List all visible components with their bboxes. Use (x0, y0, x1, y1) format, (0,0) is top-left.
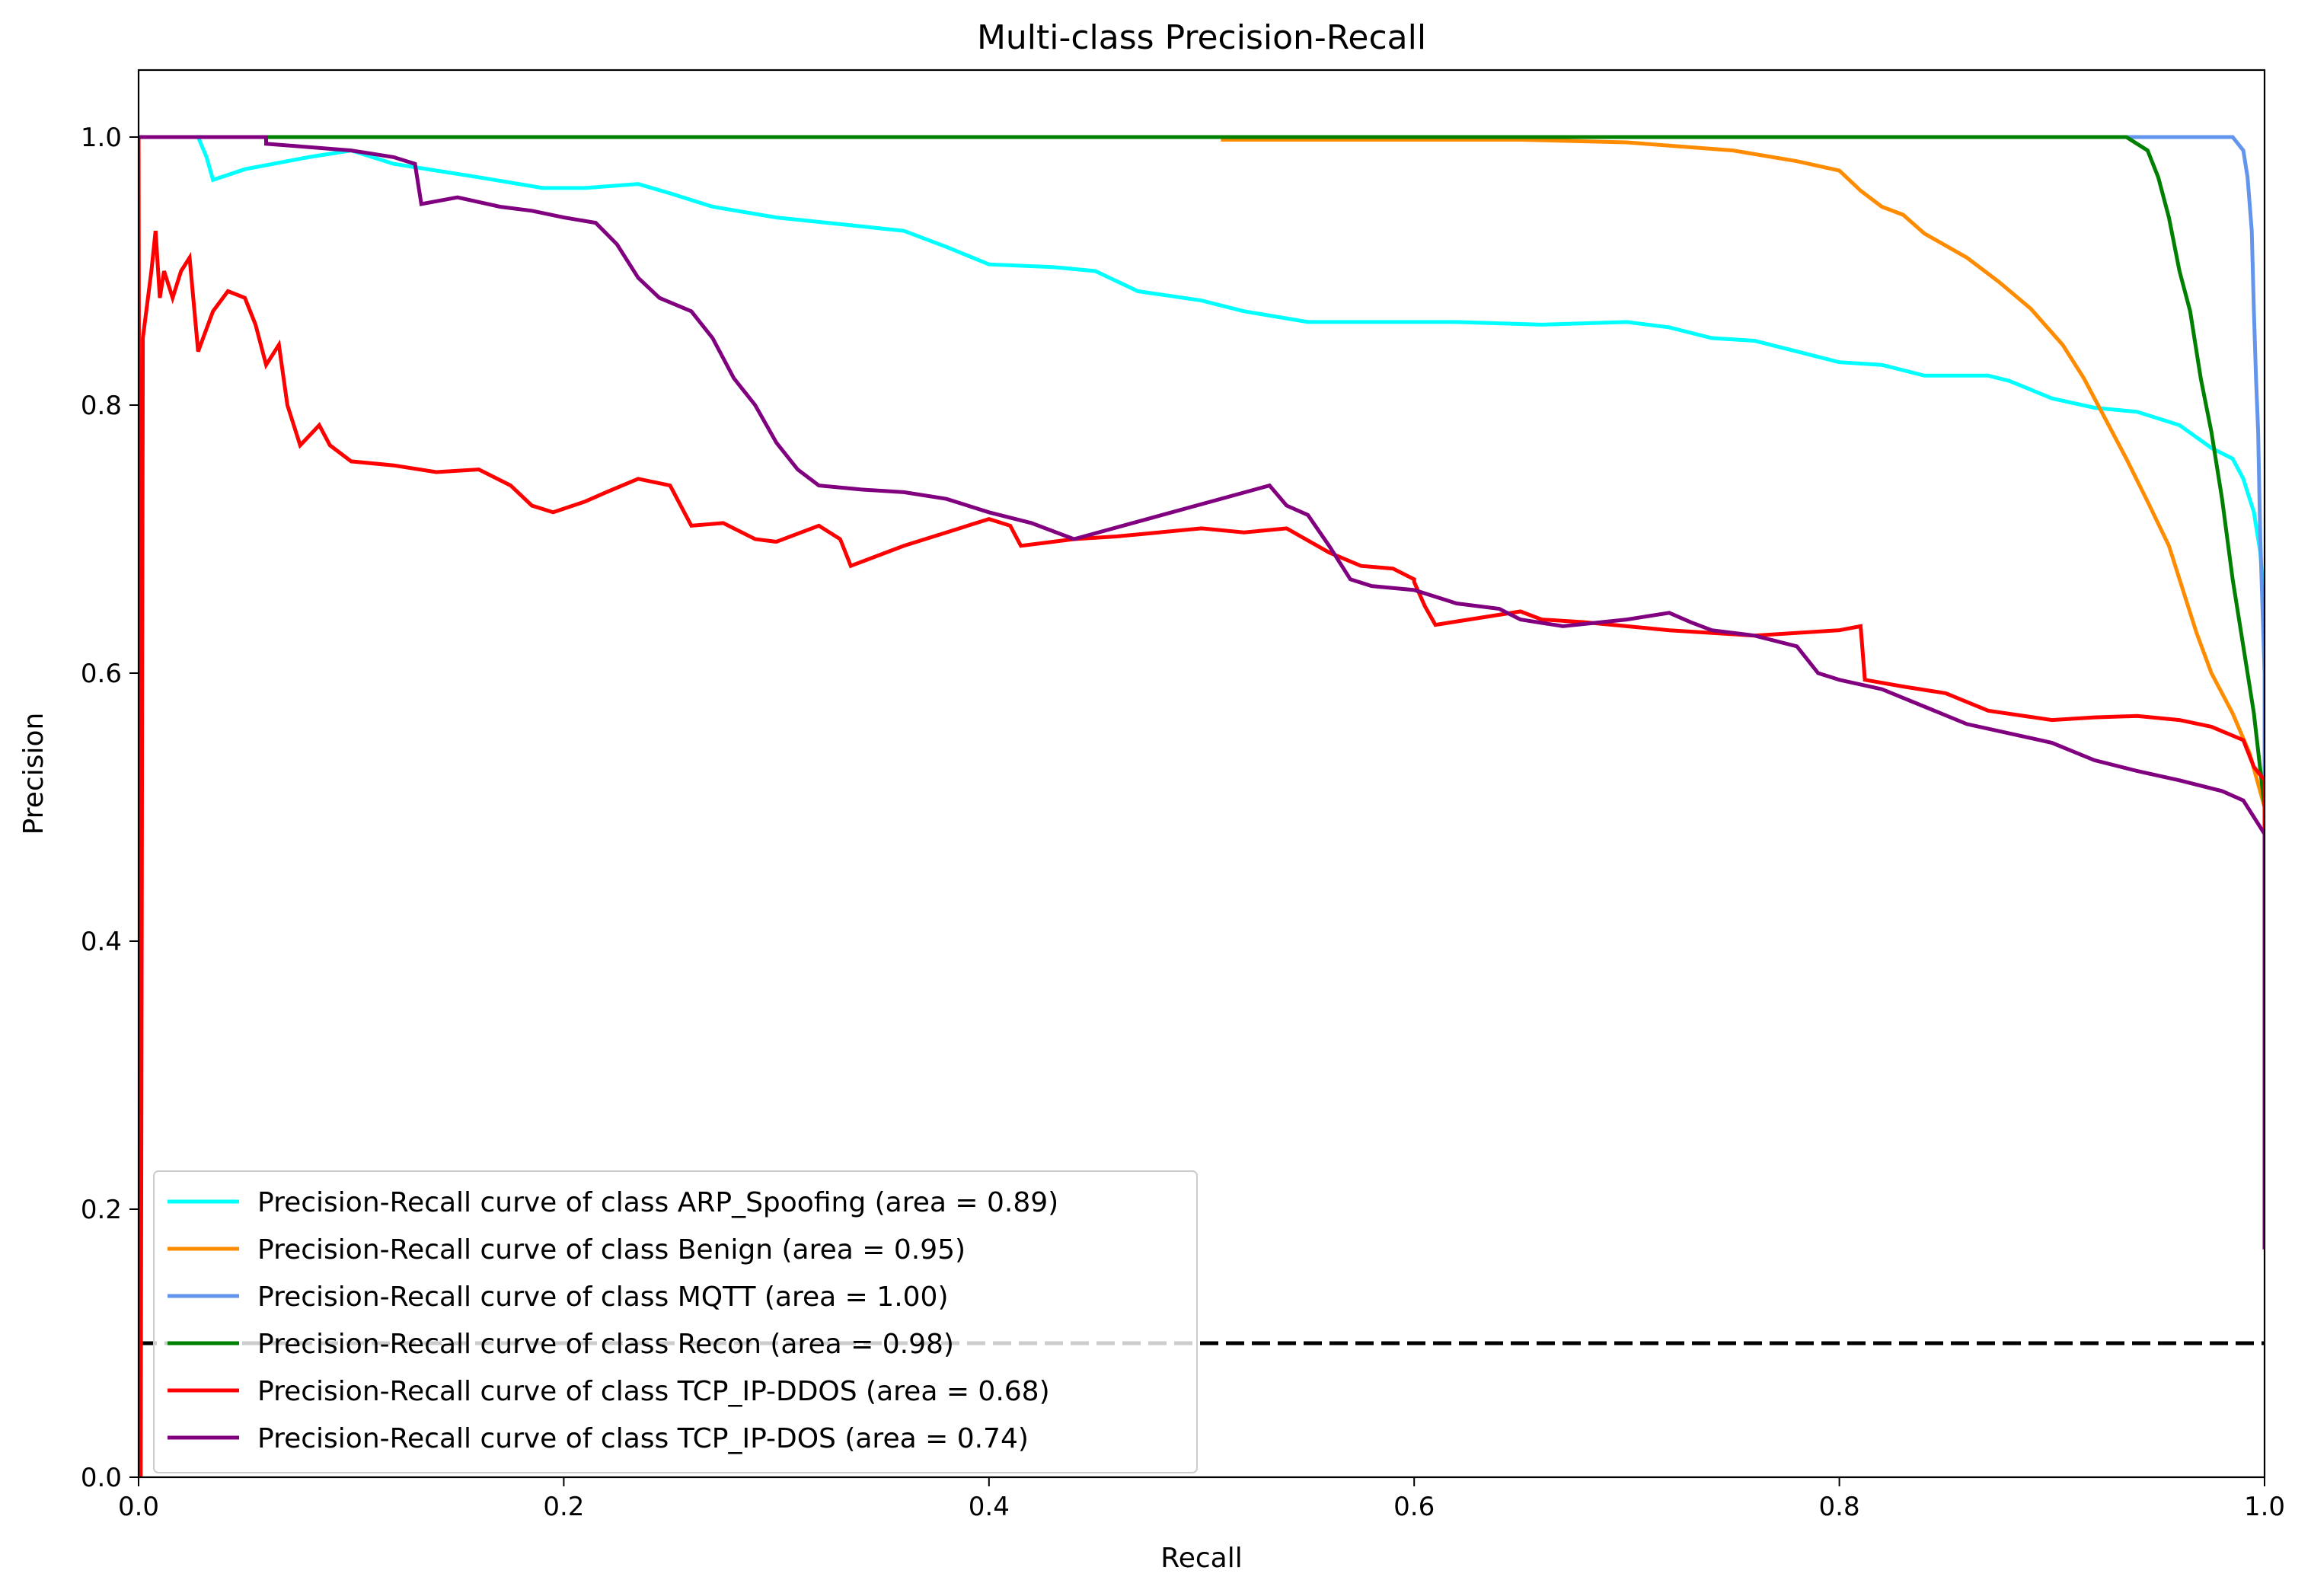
series-line-5 (139, 136, 2265, 1477)
x-tick-label: 0.6 (1393, 1492, 1435, 1522)
x-tick-label: 0.0 (118, 1492, 159, 1522)
series-line-3 (139, 135, 2265, 1209)
x-axis-label: Recall (1160, 1543, 1242, 1574)
series-line-4 (139, 135, 2265, 1209)
legend-entry: Precision-Recall curve of class MQTT (ar… (257, 1282, 949, 1313)
y-tick-label: 0.8 (81, 391, 122, 421)
legend-entry: Precision-Recall curve of class ARP_Spoo… (257, 1187, 1058, 1218)
series-line-1 (139, 135, 2265, 1209)
legend: Precision-Recall curve of class ARP_Spoo… (153, 1170, 1198, 1473)
y-tick-label: 0.0 (81, 1463, 122, 1493)
axes-frame (137, 69, 2266, 1479)
legend-entry: Precision-Recall curve of class Recon (a… (257, 1329, 954, 1360)
x-tick-label: 0.8 (1819, 1492, 1860, 1522)
y-tick-label: 0.6 (81, 659, 122, 689)
chart-title: Multi-class Precision-Recall (977, 18, 1426, 57)
x-tick-label: 0.2 (543, 1492, 584, 1522)
axis-ticks: 0.0 0.2 0.4 0.6 0.8 1.0 0.0 0.2 0.4 0.6 0.8 1.0 (81, 123, 2285, 1522)
y-tick-label: 1.0 (81, 123, 122, 153)
y-tick-label: 0.4 (81, 927, 122, 957)
y-axis-label: Precision (18, 713, 49, 835)
series-line-6 (139, 135, 2265, 1250)
legend-entry: Precision-Recall curve of class TCP_IP-D… (257, 1423, 1029, 1454)
plot-area (139, 135, 2265, 1477)
x-tick-label: 0.4 (969, 1492, 1010, 1522)
legend-box (153, 1170, 1198, 1473)
x-tick-label: 1.0 (2244, 1492, 2285, 1522)
legend-entry: Precision-Recall curve of class Benign (… (257, 1234, 966, 1266)
y-tick-label: 0.2 (81, 1195, 122, 1225)
series-line-2 (139, 135, 2265, 808)
legend-entry: Precision-Recall curve of class TCP_IP-D… (257, 1376, 1050, 1407)
